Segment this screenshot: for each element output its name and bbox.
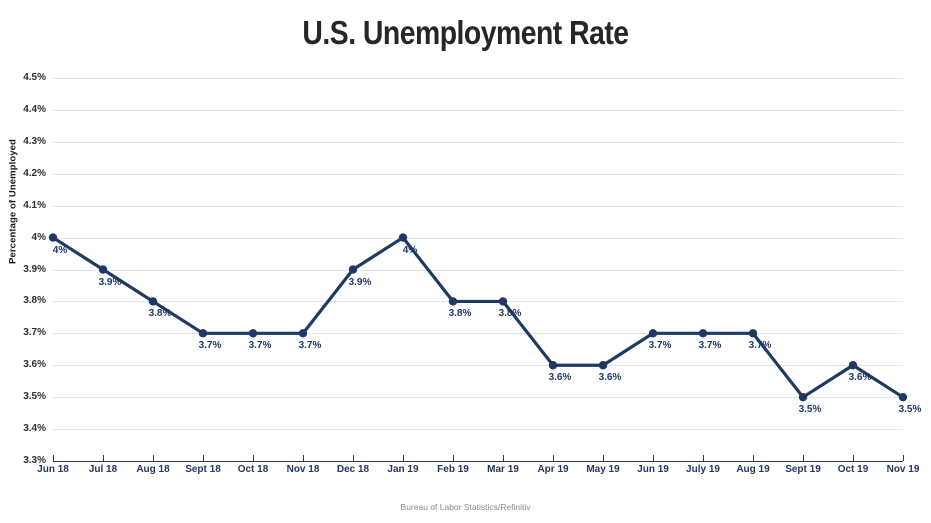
data-point-label: 3.6% <box>848 372 872 384</box>
gridline <box>53 429 903 431</box>
data-point-label: 3.9% <box>98 276 122 288</box>
x-axis-tick-label: Mar 19 <box>487 464 519 475</box>
x-axis-tick-label: Aug 18 <box>136 464 170 475</box>
x-axis-line <box>53 461 903 462</box>
gridline <box>53 141 903 143</box>
data-point-label: 3.5% <box>898 404 922 416</box>
x-axis-tick <box>753 455 754 461</box>
data-point-label: 3.7% <box>648 340 672 352</box>
y-axis-tick-label: 3.9% <box>23 263 46 275</box>
gridline <box>53 78 903 79</box>
x-axis-tick-label: Apr 19 <box>537 464 569 475</box>
gridline <box>53 237 903 239</box>
data-point-label: 4% <box>402 244 418 256</box>
gridline <box>53 173 903 175</box>
x-axis-tick-label: Jun 19 <box>637 464 669 475</box>
gridline <box>53 397 903 399</box>
y-axis-tick-label: 3.7% <box>23 327 46 339</box>
x-axis-tick <box>53 455 54 461</box>
y-axis-tick-label: 4.1% <box>23 199 46 211</box>
x-axis-tick <box>103 455 104 461</box>
y-axis-tick-label: 4.5% <box>23 72 46 83</box>
x-axis-tick <box>253 455 254 461</box>
x-axis-tick-label: Sept 18 <box>185 464 221 475</box>
x-axis-tick-label: Nov 19 <box>886 464 920 475</box>
y-axis-tick-label: 3.4% <box>23 423 46 435</box>
gridline <box>53 109 903 111</box>
x-axis-tick <box>503 455 504 461</box>
data-point-label: 3.8% <box>448 308 472 320</box>
x-axis-tick-label: Feb 19 <box>437 464 469 475</box>
x-axis-tick <box>403 455 404 461</box>
data-point-label: 4% <box>52 244 68 256</box>
x-axis-tick-label: Nov 18 <box>286 464 320 475</box>
x-axis-tick-label: July 19 <box>686 464 720 475</box>
y-axis-tick-label: 3.8% <box>23 295 46 307</box>
x-axis-tick <box>153 455 154 461</box>
x-axis-tick <box>353 455 354 461</box>
gridline <box>53 269 903 271</box>
data-point-label: 3.7% <box>748 340 772 352</box>
source-note: Bureau of Labor Statistics/Refinitiv <box>400 502 531 512</box>
gridline <box>53 301 903 303</box>
y-axis-tick-label: 4.3% <box>23 135 46 147</box>
x-axis-tick-label: May 19 <box>586 464 620 475</box>
x-axis-tick-label: Oct 18 <box>237 464 269 475</box>
data-point-label: 3.7% <box>698 340 722 352</box>
x-axis-tick <box>553 455 554 461</box>
y-axis-tick-label: 3.3% <box>23 455 46 466</box>
x-axis-tick-label: Jan 19 <box>387 464 419 475</box>
data-point-label: 3.9% <box>348 276 372 288</box>
x-axis-tick <box>303 455 304 461</box>
y-axis-tick-label: 3.6% <box>23 359 46 371</box>
data-point-label: 3.7% <box>248 340 272 352</box>
x-axis-tick <box>203 455 204 461</box>
x-axis-tick-label: Jun 18 <box>37 464 69 475</box>
gridline <box>53 205 903 207</box>
data-point-label: 3.5% <box>798 404 822 416</box>
x-axis-tick <box>653 455 654 461</box>
data-point-label: 3.6% <box>598 372 622 384</box>
x-axis-tick <box>803 455 804 461</box>
data-point-label: 3.8% <box>148 308 172 320</box>
x-axis-tick-label: Sept 19 <box>785 464 821 475</box>
y-axis-tick-label: 3.5% <box>23 391 46 403</box>
data-point-label: 3.6% <box>548 372 572 384</box>
x-axis-tick-label: Dec 18 <box>336 464 370 475</box>
x-axis-tick <box>453 455 454 461</box>
y-axis-tick-label: 4.4% <box>23 103 46 115</box>
x-axis-tick-label: Oct 19 <box>837 464 869 475</box>
x-axis-tick <box>603 455 604 461</box>
y-axis-tick-label: 4.2% <box>23 167 46 179</box>
gridline <box>53 365 903 367</box>
x-axis-tick <box>853 455 854 461</box>
chart-title: U.S. Unemployment Rate <box>302 14 629 51</box>
x-axis-tick-label: Aug 19 <box>736 464 770 475</box>
x-axis-tick <box>703 455 704 461</box>
y-axis-tick-label: 4% <box>31 231 46 243</box>
data-point-label: 3.8% <box>498 308 522 320</box>
x-axis-tick <box>903 455 904 461</box>
data-point-label: 3.7% <box>198 340 222 352</box>
data-point-label: 3.7% <box>298 340 322 352</box>
x-axis-tick-label: Jul 18 <box>88 464 118 475</box>
gridline <box>53 333 903 335</box>
